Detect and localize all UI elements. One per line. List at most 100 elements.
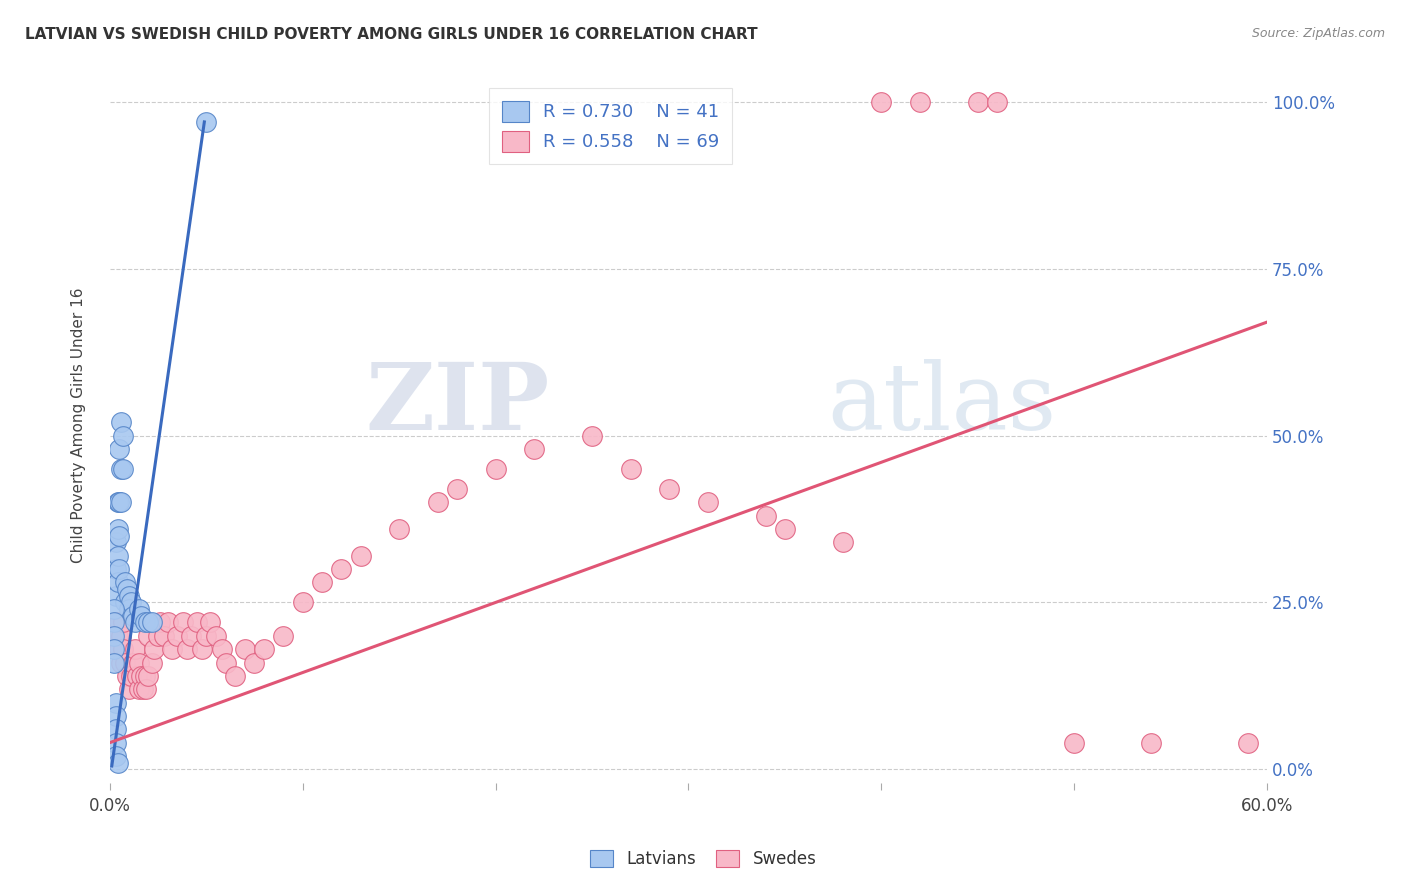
- Point: [110, 415, 132, 429]
- Point: [103, 642, 125, 657]
- Point: [233, 642, 256, 657]
- Point: [124, 642, 146, 657]
- Point: [104, 615, 127, 630]
- Point: [966, 95, 988, 109]
- Point: [191, 642, 214, 657]
- Point: [153, 629, 176, 643]
- Point: [107, 522, 129, 536]
- Point: [156, 615, 179, 630]
- Point: [311, 575, 333, 590]
- Point: [129, 669, 152, 683]
- Point: [198, 615, 221, 630]
- Point: [112, 615, 135, 630]
- Point: [118, 589, 141, 603]
- Point: [104, 535, 127, 549]
- Point: [243, 656, 266, 670]
- Point: [107, 756, 129, 770]
- Point: [114, 656, 136, 670]
- Text: Source: ZipAtlas.com: Source: ZipAtlas.com: [1251, 27, 1385, 40]
- Point: [128, 682, 150, 697]
- Point: [110, 495, 132, 509]
- Point: [108, 442, 131, 456]
- Point: [128, 656, 150, 670]
- Point: [141, 656, 163, 670]
- Point: [176, 642, 198, 657]
- Y-axis label: Child Poverty Among Girls Under 16: Child Poverty Among Girls Under 16: [72, 288, 86, 564]
- Point: [619, 462, 641, 476]
- Point: [135, 682, 157, 697]
- Point: [831, 535, 853, 549]
- Point: [141, 615, 163, 630]
- Point: [114, 595, 136, 609]
- Point: [110, 462, 132, 476]
- Point: [754, 508, 776, 523]
- Text: atlas: atlas: [827, 359, 1056, 450]
- Point: [128, 602, 150, 616]
- Text: ZIP: ZIP: [366, 359, 550, 450]
- Point: [205, 629, 228, 643]
- Point: [118, 682, 141, 697]
- Point: [273, 629, 295, 643]
- Point: [120, 595, 142, 609]
- Point: [122, 656, 145, 670]
- Point: [104, 749, 127, 764]
- Point: [108, 529, 131, 543]
- Point: [124, 615, 146, 630]
- Point: [107, 575, 129, 590]
- Point: [330, 562, 353, 576]
- Point: [103, 629, 125, 643]
- Point: [129, 608, 152, 623]
- Point: [426, 495, 449, 509]
- Point: [112, 462, 135, 476]
- Point: [1140, 736, 1163, 750]
- Point: [195, 115, 218, 129]
- Point: [115, 582, 138, 596]
- Point: [104, 723, 127, 737]
- Point: [908, 95, 931, 109]
- Point: [214, 656, 236, 670]
- Point: [160, 642, 183, 657]
- Point: [112, 428, 135, 442]
- Point: [110, 656, 132, 670]
- Point: [172, 615, 194, 630]
- Point: [146, 629, 169, 643]
- Text: LATVIAN VS SWEDISH CHILD POVERTY AMONG GIRLS UNDER 16 CORRELATION CHART: LATVIAN VS SWEDISH CHILD POVERTY AMONG G…: [25, 27, 758, 42]
- Point: [134, 669, 156, 683]
- Point: [103, 615, 125, 630]
- Point: [104, 562, 127, 576]
- Point: [253, 642, 276, 657]
- Point: [291, 595, 314, 609]
- Point: [446, 482, 468, 496]
- Point: [523, 442, 546, 456]
- Point: [186, 615, 208, 630]
- Legend: Latvians, Swedes: Latvians, Swedes: [583, 843, 823, 875]
- Point: [134, 615, 156, 630]
- Point: [107, 549, 129, 563]
- Point: [658, 482, 681, 496]
- Point: [581, 428, 603, 442]
- Point: [118, 602, 141, 616]
- Point: [138, 629, 160, 643]
- Point: [115, 669, 138, 683]
- Point: [104, 696, 127, 710]
- Point: [108, 615, 131, 630]
- Point: [112, 642, 135, 657]
- Point: [107, 629, 129, 643]
- Point: [114, 575, 136, 590]
- Point: [107, 495, 129, 509]
- Point: [108, 562, 131, 576]
- Point: [180, 629, 202, 643]
- Point: [166, 629, 188, 643]
- Point: [138, 615, 160, 630]
- Point: [138, 669, 160, 683]
- Point: [773, 522, 796, 536]
- Point: [103, 602, 125, 616]
- Point: [104, 589, 127, 603]
- Point: [122, 608, 145, 623]
- Point: [211, 642, 233, 657]
- Point: [143, 642, 166, 657]
- Point: [1063, 736, 1085, 750]
- Point: [131, 682, 153, 697]
- Point: [696, 495, 718, 509]
- Point: [110, 629, 132, 643]
